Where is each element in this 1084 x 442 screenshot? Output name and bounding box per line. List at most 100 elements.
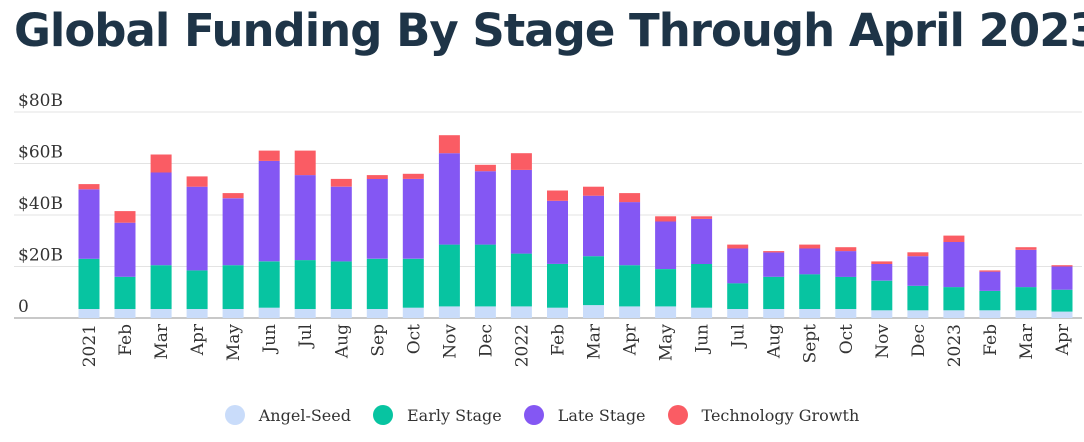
bar-segment-early-stage [835,276,857,309]
bar-segment-early-stage [763,276,785,309]
bar-segment-early-stage [943,287,965,311]
bar-segment-technology-growth [619,193,641,203]
x-tick-label: May [657,324,677,362]
bar-segment-technology-growth [763,251,785,253]
bar-segment-late-stage [510,169,532,254]
bar-segment-angel-seed [907,310,929,318]
bar-segment-angel-seed [727,309,749,318]
bar-segment-late-stage [114,222,136,277]
legend-label: Early Stage [406,405,502,425]
bar-segment-late-stage [835,251,857,277]
bar-segment-late-stage [979,271,1001,291]
x-tick-label: Feb [548,324,568,356]
bar-segment-early-stage [547,263,568,308]
bar-segment-early-stage [727,283,749,309]
bar-segment-technology-growth [150,154,172,173]
bar-segment-early-stage [655,269,677,307]
bar-segment-late-stage [294,175,316,261]
bar-segment-technology-growth [655,216,677,222]
bar-segment-angel-seed [1015,310,1037,318]
bar-segment-late-stage [943,242,965,288]
bar-segment-technology-growth [294,150,316,176]
bar-segment-late-stage [619,202,641,266]
bar-segment-technology-growth [1051,265,1073,267]
bar-segment-angel-seed [547,307,568,318]
legend-item[interactable]: Technology Growth [667,405,859,425]
bar-segment-late-stage [258,160,280,262]
bar-segment-technology-growth [1015,247,1037,250]
x-tick-label: Oct [837,324,857,354]
bar-segment-technology-growth [727,244,749,249]
bars [78,135,1073,318]
bar-segment-technology-growth [222,193,244,199]
bar-segment-early-stage [150,265,172,309]
bar-segment-late-stage [150,172,172,266]
bar-segment-early-stage [78,258,100,309]
bar-segment-technology-growth [474,164,496,172]
bar-segment-technology-growth [583,186,604,196]
x-tick-label: Apr [188,323,208,356]
bar-segment-late-stage [871,263,893,281]
bar-segment-angel-seed [294,309,316,318]
x-tick-label: Jun [260,324,280,355]
bar-segment-technology-growth [186,176,208,187]
bar-segment-early-stage [510,253,532,307]
x-axis-ticks: 2021 Feb Mar Apr May Jun Jul Aug Sep Oct Nov Dec 202… [80,323,1073,367]
bar-segment-early-stage [474,244,496,307]
bar-segment-late-stage [1015,249,1037,288]
x-tick-label: Jul [296,324,316,349]
bar-segment-late-stage [583,195,604,257]
x-tick-label: Dec [909,324,929,357]
bar-segment-angel-seed [438,306,460,318]
x-tick-label: Apr [621,323,641,356]
chart-title: Global Funding By Stage Through April 20… [14,4,1084,57]
bar-segment-angel-seed [330,309,352,318]
bar-segment-early-stage [294,260,316,309]
bar-segment-angel-seed [691,307,713,318]
bar-segment-late-stage [402,178,424,259]
bar-segment-early-stage [186,270,208,309]
x-tick-label: Sept [801,324,821,364]
x-tick-label: May [224,324,244,362]
legend-swatch [224,405,245,425]
bar-segment-early-stage [114,276,136,309]
x-tick-label: Oct [404,324,424,354]
y-tick-label: $40B [18,194,63,214]
y-tick-label: 0 [18,297,29,317]
x-tick-label: 2021 [80,324,100,367]
x-tick-label: Aug [332,324,352,359]
x-tick-label: Mar [152,323,172,360]
bar-segment-technology-growth [366,175,388,179]
x-tick-label: Jul [729,324,749,349]
bar-segment-early-stage [366,258,388,309]
bar-segment-late-stage [366,178,388,259]
legend: Angel-Seed Early Stage Late Stage Technolog… [0,400,1084,430]
bar-segment-technology-growth [943,235,965,242]
bar-segment-angel-seed [1051,311,1073,318]
x-tick-label: Sep [368,324,388,357]
bar-segment-technology-growth [78,184,100,190]
bar-segment-late-stage [547,200,568,264]
legend-item[interactable]: Early Stage [372,405,502,425]
bar-segment-early-stage [871,280,893,311]
bar-segment-late-stage [222,198,244,266]
bar-segment-technology-growth [691,216,713,219]
bar-segment-technology-growth [402,173,424,179]
legend-item[interactable]: Late Stage [523,405,646,425]
bar-segment-early-stage [691,263,713,308]
legend-swatch [372,405,393,425]
x-tick-label: Mar [585,323,605,360]
x-tick-label: Aug [765,324,785,359]
bar-segment-late-stage [655,221,677,269]
bar-segment-technology-growth [510,153,532,170]
y-tick-label: $60B [18,143,63,163]
y-axis-ticks: 0 $20B $40B $60B $80B [18,91,63,317]
legend-item[interactable]: Angel-Seed [224,405,351,425]
bar-segment-early-stage [619,265,641,307]
bar-segment-angel-seed [979,310,1001,318]
bar-segment-late-stage [78,189,100,259]
legend-label: Angel-Seed [258,405,351,425]
bar-segment-angel-seed [763,309,785,318]
legend-label: Late Stage [557,405,646,425]
bar-segment-early-stage [1051,289,1073,312]
